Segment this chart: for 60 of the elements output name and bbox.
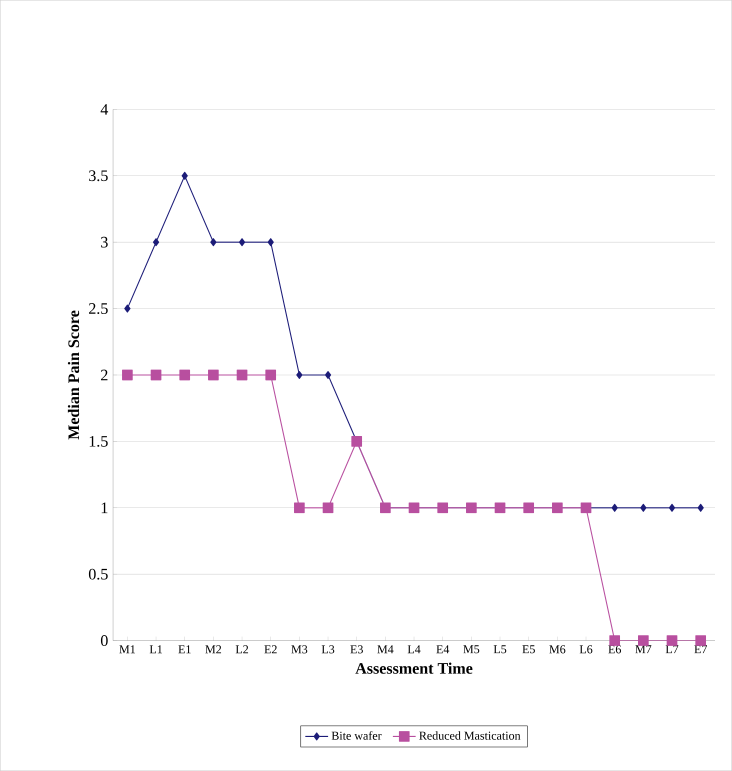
x-tick-label: E6 bbox=[608, 645, 622, 654]
point bbox=[666, 635, 678, 646]
point bbox=[122, 370, 133, 380]
x-tick-label: M4 bbox=[377, 645, 394, 654]
y-tick-label: 2 bbox=[101, 370, 108, 380]
x-axis-title: Assessment Time bbox=[355, 662, 472, 674]
point bbox=[640, 504, 646, 512]
y-axis-title: Median Pain Score bbox=[68, 310, 80, 440]
point bbox=[638, 635, 649, 646]
point bbox=[124, 304, 131, 313]
point bbox=[210, 238, 217, 246]
x-tick-label: E5 bbox=[522, 645, 535, 654]
point bbox=[698, 504, 704, 512]
y-tick-label: 0 bbox=[100, 635, 108, 646]
point bbox=[268, 238, 274, 246]
point bbox=[152, 238, 160, 246]
x-tick-label: L6 bbox=[580, 645, 592, 654]
x-tick-label: M7 bbox=[635, 645, 652, 654]
x-tick-label: M2 bbox=[205, 645, 222, 654]
x-tick-label: E1 bbox=[178, 645, 191, 654]
x-tick-label: L1 bbox=[150, 645, 162, 654]
point bbox=[523, 502, 534, 514]
point bbox=[150, 370, 162, 380]
legend-label: Bite wafer bbox=[332, 731, 382, 740]
point bbox=[236, 370, 248, 380]
x-tick-label: L5 bbox=[494, 645, 506, 654]
y-tick-label: 0.5 bbox=[88, 568, 108, 580]
point bbox=[179, 370, 190, 380]
y-tick-label: 1.5 bbox=[90, 436, 108, 447]
y-tick-label: 2.5 bbox=[89, 303, 108, 314]
x-tick-label: M1 bbox=[119, 645, 136, 654]
x-tick-label: M5 bbox=[463, 645, 480, 654]
point bbox=[265, 370, 276, 380]
point bbox=[322, 502, 334, 514]
y-tick-label: 4 bbox=[100, 104, 108, 115]
point bbox=[238, 238, 246, 246]
point bbox=[612, 504, 618, 512]
point bbox=[296, 370, 303, 379]
x-tick-label: E3 bbox=[350, 645, 363, 654]
legend-label: Reduced Mastication bbox=[419, 731, 520, 740]
y-tick-label: 3.5 bbox=[89, 170, 108, 182]
point bbox=[208, 370, 219, 380]
point bbox=[182, 172, 188, 180]
point bbox=[324, 370, 332, 379]
point bbox=[351, 436, 362, 447]
x-tick-label: M6 bbox=[549, 645, 566, 654]
y-tick-label: 3 bbox=[101, 236, 108, 248]
point bbox=[695, 635, 706, 646]
x-tick-label: E4 bbox=[436, 645, 450, 654]
x-tick-label: L2 bbox=[236, 645, 248, 654]
point bbox=[552, 502, 563, 514]
point bbox=[294, 502, 305, 514]
x-tick-label: E2 bbox=[264, 645, 277, 654]
point bbox=[668, 504, 676, 512]
point bbox=[437, 502, 448, 514]
point bbox=[609, 635, 620, 646]
y-tick-label: 1 bbox=[102, 502, 108, 514]
x-tick-label: M3 bbox=[291, 645, 308, 654]
x-tick-label: L3 bbox=[322, 645, 334, 654]
x-tick-label: L4 bbox=[408, 645, 421, 654]
